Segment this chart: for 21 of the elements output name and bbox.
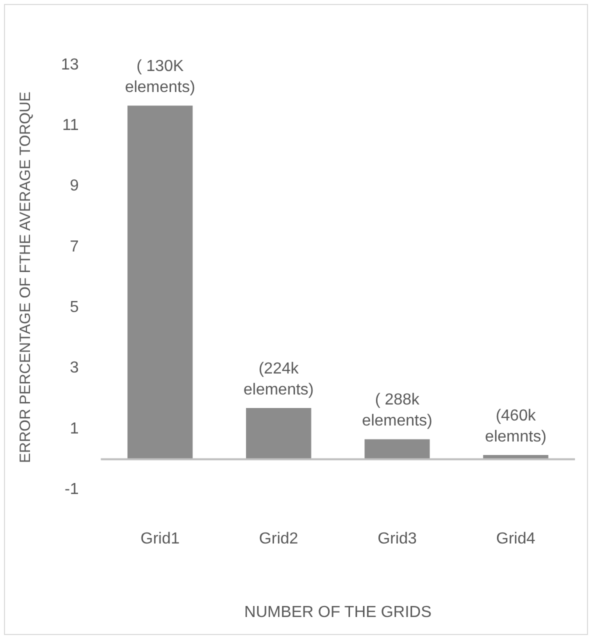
y-tick-label: 13 (61, 56, 79, 74)
y-axis-title: ERROR PERCENTAGE OF FTHE AVERAGE TORQUE (17, 92, 34, 464)
annotation: (460k elemnts) (485, 407, 546, 446)
y-tick-label: 5 (70, 299, 79, 316)
y-tick-label: 11 (62, 117, 79, 134)
y-tick-label: -1 (64, 481, 79, 498)
annotation: ( 130K elements) (124, 58, 196, 96)
bar (246, 408, 312, 460)
y-tick-label: 3 (70, 360, 79, 377)
x-tick-label: Grid4 (496, 530, 536, 548)
x-axis-title: NUMBER OF THE GRIDS (244, 604, 432, 621)
x-tick-label: Grid3 (378, 530, 417, 548)
y-tick-label: 1 (70, 420, 79, 438)
annotation: ( 288k elements) (362, 392, 432, 430)
x-tick-label: Grid2 (259, 530, 298, 548)
annotation: (224k elements) (244, 360, 314, 398)
bar (364, 439, 430, 460)
y-tick-label: 7 (70, 238, 79, 256)
x-tick-label: Grid1 (140, 530, 180, 548)
bar (127, 106, 193, 460)
y-tick-label: 9 (70, 178, 79, 195)
